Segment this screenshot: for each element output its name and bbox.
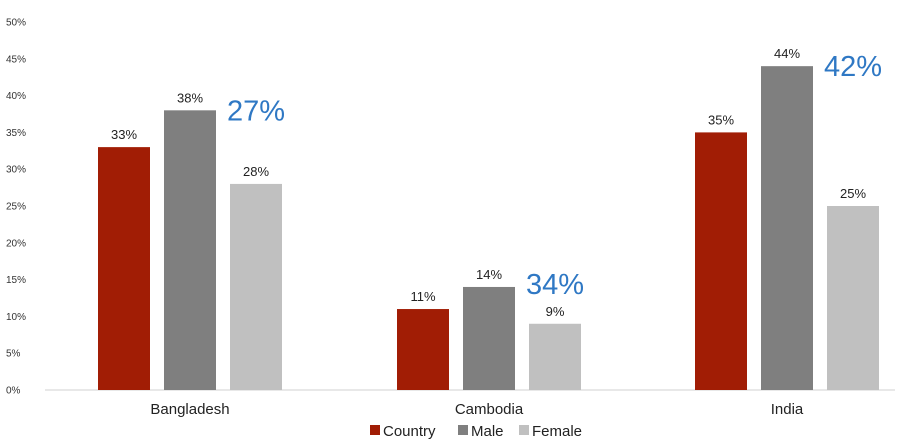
y-tick-label: 20% bbox=[6, 238, 26, 249]
y-tick-label: 45% bbox=[6, 54, 26, 65]
bar-group-bangladesh: 33% 38% 28% 27% bbox=[98, 90, 285, 390]
y-tick-label: 10% bbox=[6, 312, 26, 323]
legend: Country Male Female bbox=[370, 423, 582, 440]
annotation-label: 42% bbox=[824, 51, 882, 83]
x-tick-label: Cambodia bbox=[455, 401, 524, 418]
legend-item-male: Male bbox=[458, 423, 504, 440]
y-axis: 0% 5% 10% 15% 20% 25% 30% 35% 40% 45% 50% bbox=[6, 18, 26, 397]
y-tick-label: 35% bbox=[6, 128, 26, 139]
legend-label: Female bbox=[532, 423, 582, 440]
y-tick-label: 5% bbox=[6, 349, 21, 360]
legend-label: Country bbox=[383, 423, 436, 440]
bar-country-bangladesh bbox=[98, 147, 150, 390]
annotation-label: 27% bbox=[227, 95, 285, 127]
data-label: 35% bbox=[708, 112, 734, 127]
data-label: 14% bbox=[476, 267, 502, 282]
data-label: 38% bbox=[177, 90, 203, 105]
bar-female-bangladesh bbox=[230, 183, 282, 390]
data-label: 33% bbox=[111, 127, 137, 142]
bar-male-india bbox=[761, 66, 813, 390]
legend-item-female: Female bbox=[519, 423, 582, 440]
x-tick-label: Bangladesh bbox=[150, 401, 229, 418]
y-tick-label: 25% bbox=[6, 202, 26, 213]
legend-swatch bbox=[370, 425, 380, 435]
bar-male-bangladesh bbox=[164, 110, 216, 390]
bar-female-india bbox=[827, 206, 879, 390]
bar-group-cambodia: 11% 14% 9% 34% bbox=[397, 267, 584, 390]
bar-country-india bbox=[695, 132, 747, 390]
legend-swatch bbox=[519, 425, 529, 435]
bar-male-cambodia bbox=[463, 286, 515, 390]
data-label: 44% bbox=[774, 46, 800, 61]
legend-label: Male bbox=[471, 423, 504, 440]
y-tick-label: 40% bbox=[6, 91, 26, 102]
bar-female-cambodia bbox=[529, 323, 581, 390]
data-label: 9% bbox=[546, 304, 565, 319]
x-axis: Bangladesh Cambodia India bbox=[150, 401, 804, 418]
bar-group-india: 35% 44% 25% 42% bbox=[695, 46, 882, 390]
data-label: 25% bbox=[840, 186, 866, 201]
legend-item-country: Country bbox=[370, 423, 436, 440]
y-tick-label: 0% bbox=[6, 386, 21, 397]
bars: 33% 38% 28% 27% 11% 14% 9% 34% 35% 44% 25% 42% bbox=[98, 46, 882, 390]
y-tick-label: 50% bbox=[6, 18, 26, 29]
y-tick-label: 15% bbox=[6, 275, 26, 286]
legend-swatch bbox=[458, 425, 468, 435]
x-tick-label: India bbox=[771, 401, 804, 418]
annotation-label: 34% bbox=[526, 269, 584, 301]
y-tick-label: 30% bbox=[6, 165, 26, 176]
bar-country-cambodia bbox=[397, 309, 449, 390]
data-label: 11% bbox=[410, 289, 435, 304]
data-label: 28% bbox=[243, 164, 269, 179]
